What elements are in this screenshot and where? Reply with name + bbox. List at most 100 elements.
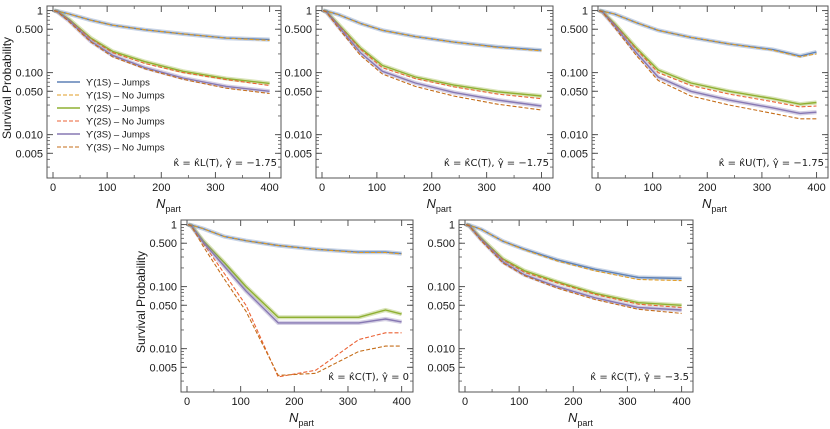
chart-panel-2: 1 0.500 0.100 0.050 0.010 0.005 0 100 200 300 400 κ… bbox=[284, 5, 554, 214]
x-axis-label-main: N bbox=[568, 410, 578, 425]
legend-label: ϒ(2S) – No Jumps bbox=[86, 117, 165, 128]
x-tick-label: 300 bbox=[477, 182, 495, 194]
x-axis-label-sub: part bbox=[436, 204, 452, 214]
chart-panel-4: 1 0.500 0.100 0.050 0.010 0.005 0 100 200 300 400 κ… bbox=[134, 219, 414, 428]
y-tick-label: 1 bbox=[306, 6, 312, 18]
x-tick-label: 400 bbox=[672, 396, 690, 408]
x-axis-label: Npart bbox=[702, 196, 727, 214]
series-line-Y2S_jumps bbox=[598, 9, 817, 105]
series-line-Y1S_nojumps bbox=[323, 10, 542, 52]
series-line-Y3S_nojumps bbox=[598, 10, 817, 120]
x-axis-label-sub: part bbox=[711, 204, 727, 214]
panel-annotation: κ̂ = κ̂C(T), γ̂ = 0 bbox=[328, 371, 409, 383]
plot-frame bbox=[180, 219, 414, 393]
y-tick-label: 0.010 bbox=[284, 130, 312, 142]
y-tick-label: 1 bbox=[449, 220, 455, 232]
x-tick-label: 200 bbox=[285, 396, 303, 408]
series-band-Y3S_jumps bbox=[187, 222, 402, 325]
series-line-Y1S_nojumps bbox=[466, 224, 682, 282]
series-line-Y3S_nojumps bbox=[53, 10, 270, 95]
x-tick-label: 300 bbox=[753, 182, 771, 194]
x-tick-label: 300 bbox=[618, 396, 636, 408]
y-tick-label: 0.010 bbox=[149, 344, 177, 356]
series-line-Y2S_nojumps bbox=[598, 10, 817, 108]
y-tick-label: 0.050 bbox=[15, 86, 43, 98]
x-tick-label: 100 bbox=[231, 396, 249, 408]
x-axis-label: Npart bbox=[289, 410, 314, 428]
y-tick-label: 0.500 bbox=[427, 238, 455, 250]
series-band-Y3S_jumps bbox=[598, 8, 817, 116]
legend-label: ϒ(1S) – No Jumps bbox=[86, 91, 165, 102]
x-tick-label: 400 bbox=[260, 182, 278, 194]
plot-frame bbox=[591, 5, 829, 179]
y-tick-label: 1 bbox=[37, 6, 43, 18]
x-tick-label: 300 bbox=[206, 182, 224, 194]
series-band-Y2S_jumps bbox=[598, 8, 817, 107]
legend: ϒ(1S) – Jumps ϒ(1S) – No Jumps ϒ(2S) – Jum… bbox=[57, 78, 165, 154]
y-tick-label: 1 bbox=[171, 220, 177, 232]
y-tick-label: 0.005 bbox=[284, 148, 312, 160]
y-tick-label: 0.100 bbox=[560, 68, 588, 80]
y-tick-label: 0.050 bbox=[560, 86, 588, 98]
x-tick-label: 0 bbox=[462, 396, 468, 408]
x-tick-label: 400 bbox=[532, 182, 550, 194]
chart-panel-3: 1 0.500 0.100 0.050 0.010 0.005 0 100 200 300 400 κ… bbox=[560, 5, 829, 214]
legend-label: ϒ(3S) – Jumps bbox=[86, 130, 150, 141]
x-tick-label: 100 bbox=[98, 182, 116, 194]
legend-label: ϒ(3S) – No Jumps bbox=[86, 143, 165, 154]
chart-panel-1: 1 0.500 0.100 0.050 0.010 0.005 0 100 200 300 400 κ… bbox=[0, 5, 282, 214]
series-band-Y2S_jumps bbox=[187, 222, 403, 320]
y-tick-label: 0.010 bbox=[15, 130, 43, 142]
series-line-Y3S_nojumps bbox=[322, 10, 542, 111]
y-tick-label: 0.005 bbox=[15, 148, 43, 160]
x-tick-label: 0 bbox=[595, 182, 601, 194]
y-tick-label: 0.500 bbox=[149, 238, 177, 250]
x-tick-label: 200 bbox=[564, 396, 582, 408]
y-tick-label: 1 bbox=[582, 6, 588, 18]
panel-annotation: κ̂ = κ̂U(T), γ̂ = −1.75 bbox=[719, 157, 824, 169]
y-tick-label: 0.050 bbox=[284, 86, 312, 98]
x-tick-label: 0 bbox=[50, 182, 56, 194]
chart-panel-5: 1 0.500 0.100 0.050 0.010 0.005 0 100 200 300 400 κ… bbox=[427, 219, 694, 428]
y-tick-label: 0.500 bbox=[15, 24, 43, 36]
legend-label: ϒ(2S) – Jumps bbox=[86, 104, 150, 115]
x-axis-label: Npart bbox=[427, 196, 452, 214]
x-tick-label: 400 bbox=[807, 182, 825, 194]
y-tick-label: 0.010 bbox=[427, 344, 455, 356]
x-tick-label: 100 bbox=[510, 396, 528, 408]
y-tick-label: 0.050 bbox=[427, 300, 455, 312]
y-axis-label: Survival Probability bbox=[134, 251, 148, 353]
series-line-Y3S_nojumps bbox=[187, 224, 402, 376]
y-minor-ticks bbox=[181, 224, 413, 393]
series-line-Y1S_nojumps bbox=[188, 224, 402, 255]
x-axis-label: Npart bbox=[156, 196, 181, 214]
y-tick-label: 0.010 bbox=[560, 130, 588, 142]
panel-annotation: κ̂ = κ̂C(T), γ̂ = −1.75 bbox=[444, 157, 549, 169]
x-axis-label-main: N bbox=[289, 410, 299, 425]
series-line-Y2S_jumps bbox=[187, 223, 402, 318]
y-tick-label: 0.050 bbox=[149, 300, 177, 312]
y-axis-label: Survival Probability bbox=[0, 37, 14, 139]
y-tick-label: 0.005 bbox=[560, 148, 588, 160]
x-axis-label-sub: part bbox=[165, 204, 181, 214]
x-tick-label: 200 bbox=[152, 182, 170, 194]
x-tick-label: 0 bbox=[319, 182, 325, 194]
y-minor-ticks bbox=[47, 10, 281, 179]
x-axis-label-main: N bbox=[156, 196, 166, 211]
x-axis-label-sub: part bbox=[298, 418, 314, 428]
y-tick-label: 0.100 bbox=[427, 282, 455, 294]
x-tick-label: 200 bbox=[423, 182, 441, 194]
y-tick-label: 0.500 bbox=[560, 24, 588, 36]
y-tick-label: 0.100 bbox=[149, 282, 177, 294]
series-line-Y1S_nojumps bbox=[54, 10, 270, 41]
x-tick-label: 300 bbox=[339, 396, 357, 408]
x-axis-label: Npart bbox=[568, 410, 593, 428]
panel-annotation: κ̂ = κ̂L(T), γ̂ = −1.75 bbox=[173, 157, 277, 169]
plot-frame bbox=[46, 5, 282, 179]
x-tick-label: 100 bbox=[368, 182, 386, 194]
series-line-Y3S_jumps bbox=[598, 9, 817, 115]
x-axis-label-main: N bbox=[427, 196, 437, 211]
x-axis-label-sub: part bbox=[577, 418, 593, 428]
plot-frame bbox=[458, 219, 694, 393]
